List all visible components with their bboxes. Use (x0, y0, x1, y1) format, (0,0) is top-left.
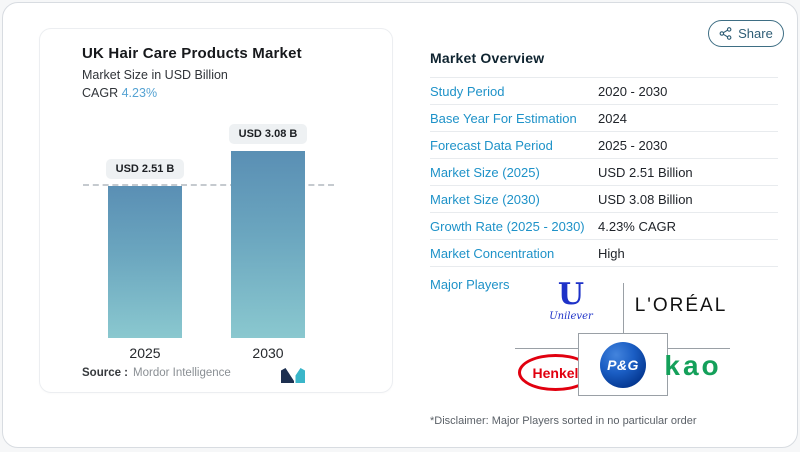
row-value: 2024 (598, 110, 627, 126)
henkel-wordmark: Henkel (532, 364, 579, 381)
table-row: Market Concentration High (430, 240, 778, 267)
logo-grid-left-line (515, 348, 578, 349)
row-label: Growth Rate (2025 - 2030) (430, 218, 585, 234)
pg-logo: P&G (600, 341, 646, 388)
x-axis-label-2030: 2030 (252, 345, 284, 361)
bar-value-badge: USD 2.51 B (105, 159, 185, 179)
table-row: Market Size (2025) USD 2.51 Billion (430, 159, 778, 186)
share-button-label: Share (738, 26, 773, 41)
row-value: USD 3.08 Billion (598, 191, 693, 207)
source-label: Source : (82, 367, 129, 379)
row-value: 2020 - 2030 (598, 83, 668, 99)
table-row: Market Size (2030) USD 3.08 Billion (430, 186, 778, 213)
unilever-u-glyph: U (557, 277, 585, 312)
source-value: Mordor Intelligence (133, 367, 231, 379)
row-label: Market Size (2030) (430, 191, 540, 207)
pg-logo-box: P&G (578, 333, 668, 396)
share-button[interactable]: Share (708, 20, 784, 47)
major-players-label: Major Players (430, 277, 510, 292)
x-axis-label-2025: 2025 (129, 345, 161, 361)
overview-title: Market Overview (430, 50, 545, 66)
row-label: Market Concentration (430, 245, 555, 261)
row-label: Base Year For Estimation (430, 110, 577, 126)
row-value: 4.23% CAGR (598, 218, 677, 234)
mordor-intelligence-logo-icon (281, 368, 305, 383)
table-row: Base Year For Estimation 2024 (430, 105, 778, 132)
row-label: Forecast Data Period (430, 137, 553, 153)
bar-2030 (231, 151, 305, 338)
row-label: Study Period (430, 83, 505, 99)
bar-chart: USD 2.51 B USD 3.08 B (40, 124, 394, 338)
row-value: 2025 - 2030 (598, 137, 668, 153)
row-value: USD 2.51 Billion (598, 164, 693, 180)
chart-cagr: CAGR 4.23% (82, 86, 157, 100)
reference-dashed-line (83, 184, 334, 186)
bar-group-2030: USD 3.08 B (228, 124, 308, 338)
table-row: Study Period 2020 - 2030 (430, 78, 778, 105)
bar-2025 (108, 186, 182, 338)
row-value: High (598, 245, 625, 261)
chart-subtitle: Market Size in USD Billion (82, 68, 228, 82)
disclaimer-text: *Disclaimer: Major Players sorted in no … (430, 415, 697, 427)
chart-title: UK Hair Care Products Market (82, 45, 302, 62)
table-row: Growth Rate (2025 - 2030) 4.23% CAGR (430, 213, 778, 240)
cagr-value: 4.23% (121, 86, 158, 100)
loreal-logo: L'ORÉAL (634, 295, 728, 316)
table-row: Forecast Data Period 2025 - 2030 (430, 132, 778, 159)
logo-grid-right-line (668, 348, 730, 349)
cagr-label: CAGR (82, 86, 119, 100)
overview-table: Study Period 2020 - 2030 Base Year For E… (430, 77, 778, 267)
share-nodes-icon (719, 27, 732, 40)
source-row: Source : Mordor Intelligence (82, 367, 231, 379)
unilever-logo: U Unilever (533, 277, 609, 323)
kao-logo: kao (664, 350, 722, 381)
unilever-wordmark: Unilever (549, 311, 593, 322)
chart-card: UK Hair Care Products Market Market Size… (39, 28, 393, 393)
row-label: Market Size (2025) (430, 164, 540, 180)
bar-value-badge: USD 3.08 B (228, 124, 308, 144)
logo-grid-vertical-divider (623, 283, 624, 333)
bar-group-2025: USD 2.51 B (105, 159, 185, 338)
